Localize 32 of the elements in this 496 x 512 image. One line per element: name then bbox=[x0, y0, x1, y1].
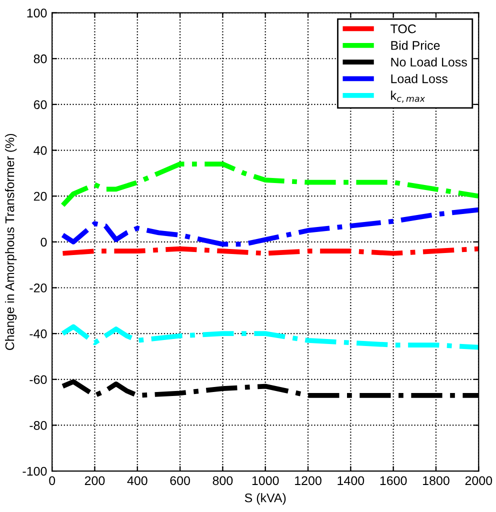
y-tick-label: -20 bbox=[30, 284, 47, 292]
y-tick-label: 0 bbox=[40, 238, 47, 247]
y-tick-label: 20 bbox=[34, 192, 47, 201]
x-tick-label: 1600 bbox=[380, 476, 407, 486]
y-tick-label: -80 bbox=[30, 421, 47, 430]
y-tick-label: 60 bbox=[34, 100, 47, 110]
legend-label: Bid Price bbox=[391, 40, 440, 50]
y-tick-label: -40 bbox=[30, 329, 47, 338]
legend-label: Load Loss bbox=[391, 74, 448, 84]
x-tick-label: 200 bbox=[84, 476, 105, 486]
x-tick-label: 800 bbox=[212, 476, 233, 486]
x-axis-title: S (kVA) bbox=[244, 493, 286, 505]
legend-label: k$_{c,max}$ bbox=[391, 90, 426, 103]
line-series bbox=[60, 207, 479, 247]
x-tick-label: 1800 bbox=[423, 476, 450, 486]
x-tick-label: 1000 bbox=[252, 476, 279, 486]
x-tick-label: 1200 bbox=[295, 476, 322, 486]
x-tick-label: 400 bbox=[127, 476, 148, 486]
x-tick-label: 600 bbox=[170, 476, 190, 486]
x-tick-label: 2000 bbox=[465, 476, 492, 486]
y-axis-title: Change in Amorphous Transformer (%) bbox=[4, 134, 17, 350]
legend-label: No Load Loss bbox=[391, 57, 467, 67]
y-tick-label: 100 bbox=[27, 8, 47, 18]
legend-label: TOC bbox=[390, 24, 416, 34]
line-series bbox=[60, 162, 479, 208]
y-tick-label: 80 bbox=[34, 54, 47, 64]
y-tick-label: -100 bbox=[22, 466, 47, 476]
line-series bbox=[60, 324, 479, 350]
y-tick-label: -60 bbox=[30, 375, 47, 384]
x-tick-label: 0 bbox=[49, 476, 56, 486]
y-tick-label: 40 bbox=[34, 146, 47, 155]
x-tick-label: 1400 bbox=[338, 476, 364, 486]
